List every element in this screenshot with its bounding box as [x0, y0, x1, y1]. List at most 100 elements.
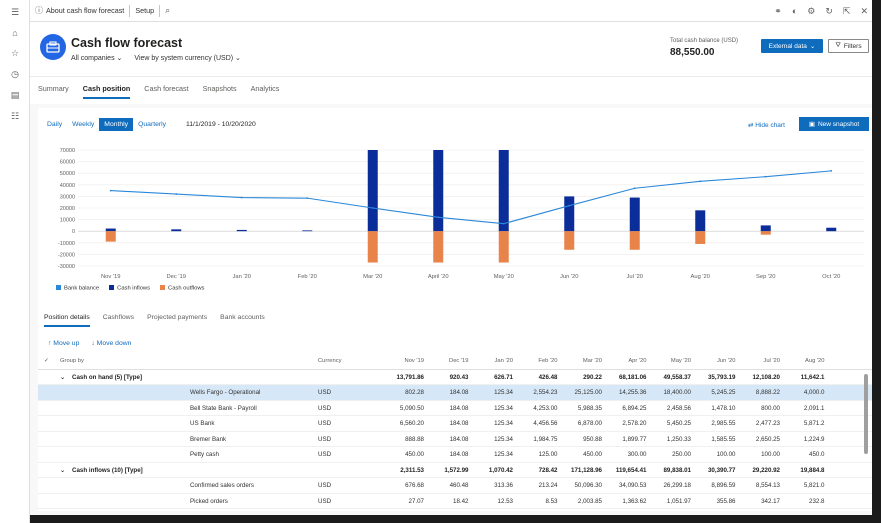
chevron-down-icon[interactable]: ⌄ — [60, 373, 66, 381]
hide-chart-icon: ⇄ — [748, 122, 754, 129]
bank-balance-point — [437, 216, 440, 219]
tab-bank-accounts[interactable]: Bank accounts — [220, 314, 265, 321]
filters-button[interactable]: ⛛ Filters — [828, 39, 869, 53]
month-column-header[interactable]: Dec '19 — [449, 358, 469, 364]
workspace-icon[interactable]: ▤ — [10, 89, 20, 100]
open-new-window-icon[interactable]: ⇱ — [842, 5, 851, 16]
amount-cell: 2,985.55 — [711, 420, 736, 427]
legend-bank-balance[interactable]: Bank balance — [56, 285, 99, 292]
office-icon[interactable]: ◐ — [791, 6, 798, 16]
tab-projected-payments[interactable]: Projected payments — [147, 314, 208, 321]
period-monthly[interactable]: Monthly — [99, 118, 134, 131]
month-column-header[interactable]: Aug '20 — [805, 358, 825, 364]
amount-cell: 342.17 — [761, 497, 780, 505]
tab-cashflows[interactable]: Cashflows — [102, 314, 135, 321]
external-data-label: External data — [768, 42, 807, 50]
tab-position-details[interactable]: Position details — [44, 314, 90, 327]
month-column-header[interactable]: Nov '19 — [404, 358, 424, 364]
new-snapshot-button[interactable]: ▣ New snapshot — [799, 117, 869, 131]
x-tick-label: April '20 — [428, 274, 449, 280]
month-column-header[interactable]: Mar '20 — [582, 358, 602, 364]
month-column-header[interactable]: Jan '20 — [494, 358, 513, 364]
left-nav-rail: ☰ ⌂ ☆ ◷ ▤ ☷ — [0, 0, 30, 523]
row-currency: USD — [318, 482, 332, 489]
total-balance-label: Total cash balance (USD) — [670, 38, 739, 44]
row-label: Bell State Bank - Payroll — [190, 404, 257, 412]
month-column-header[interactable]: Apr '20 — [628, 358, 647, 364]
hide-chart-button[interactable]: ⇄ Hide chart — [748, 121, 785, 129]
inflow-bar — [695, 210, 706, 232]
amount-cell: 1,224.9 — [803, 435, 825, 443]
legend-cash-outflows[interactable]: Cash outflows — [160, 285, 204, 292]
move-down-button[interactable]: ↓ Move down — [91, 340, 131, 347]
select-all-checkbox[interactable]: ✓ — [44, 358, 49, 364]
tab-summary[interactable]: Summary — [38, 84, 69, 93]
hamburger-icon[interactable]: ☰ — [10, 6, 20, 17]
y-tick-label: 30000 — [60, 194, 75, 200]
close-icon[interactable]: ✕ — [860, 5, 868, 16]
group-row[interactable]: ⌄ Cash on hand (5) [Type] 13,791.86 920.43 6… — [38, 370, 872, 385]
period-daily[interactable]: Daily — [47, 121, 63, 128]
amount-cell: 355.86 — [716, 497, 736, 505]
home-icon[interactable]: ⌂ — [12, 28, 18, 38]
grid-scrollbar[interactable] — [864, 374, 868, 454]
amount-cell: 313.36 — [494, 482, 513, 489]
x-tick-label: Mar '20 — [363, 274, 382, 280]
amount-cell: 2,650.25 — [755, 435, 780, 443]
chevron-down-icon[interactable]: ⌄ — [60, 466, 66, 474]
amount-cell: 4,253.00 — [533, 404, 558, 412]
currency-view-dropdown[interactable]: View by system currency (USD) ⌄ — [134, 54, 241, 62]
amount-cell: 18.42 — [453, 497, 469, 505]
table-row[interactable]: US Bank USD 6,560.20 184.08 125.34 4,456.56 6,… — [38, 416, 872, 432]
amount-cell: 4,000.0 — [803, 389, 825, 396]
amount-cell: 5,821.0 — [803, 482, 825, 489]
y-tick-label: 0 — [72, 229, 75, 235]
month-column-header[interactable]: Feb '20 — [538, 358, 558, 364]
about-link[interactable]: ⓘ About cash flow forecast — [30, 0, 129, 22]
info-icon: ⓘ — [35, 6, 43, 15]
tab-cash-forecast[interactable]: Cash forecast — [144, 84, 189, 93]
period-quarterly[interactable]: Quarterly — [138, 121, 167, 128]
inflow-bar — [564, 196, 575, 232]
row-currency: USD — [318, 497, 332, 505]
list-icon[interactable]: ☷ — [10, 110, 20, 121]
period-weekly[interactable]: Weekly — [72, 121, 95, 128]
outflow-bar — [433, 231, 444, 263]
legend-cash-inflows[interactable]: Cash inflows — [109, 285, 150, 292]
bank-balance-point — [502, 222, 505, 225]
inflow-bar — [498, 150, 509, 232]
table-row[interactable]: Bremer Bank USD 888.88 184.08 125.34 1,984.75… — [38, 432, 872, 447]
table-row[interactable]: Confirmed sales orders USD 676.68 460.48 313… — [38, 478, 872, 494]
amount-cell: 1,572.99 — [444, 466, 469, 474]
link-icon[interactable]: ⚭ — [774, 5, 782, 16]
y-tick-label: 20000 — [60, 206, 75, 212]
tab-snapshots[interactable]: Snapshots — [202, 84, 237, 93]
refresh-icon[interactable]: ↻ — [825, 5, 833, 16]
setup-link[interactable]: Setup — [130, 0, 159, 22]
inflow-bar — [826, 227, 837, 232]
inflow-bar — [433, 150, 444, 232]
table-row[interactable]: Bell State Bank - Payroll USD 5,090.50 184.… — [38, 401, 872, 416]
search-button[interactable]: ⌕ — [160, 0, 175, 22]
amount-cell: 213.24 — [538, 482, 558, 489]
table-row[interactable]: Wells Fargo - Operational USD 802.28 184.08… — [38, 385, 872, 401]
tab-analytics[interactable]: Analytics — [250, 84, 280, 93]
tab-cash-position[interactable]: Cash position — [82, 84, 131, 99]
month-column-header[interactable]: May '20 — [670, 358, 691, 364]
external-data-button[interactable]: External data ⌄ — [761, 39, 823, 53]
amount-cell: 11,642.1 — [800, 373, 825, 381]
period-selector: Daily Weekly Monthly Quarterly — [42, 118, 171, 131]
table-row[interactable]: Picked orders USD 27.07 18.42 12.53 8.53 2,003… — [38, 494, 872, 509]
group-row[interactable]: ⌄ Cash inflows (10) [Type] 2,311.53 1,572.9… — [38, 463, 872, 478]
clock-icon[interactable]: ◷ — [11, 68, 19, 79]
table-row[interactable]: Petty cash USD 450.00 184.08 125.34 125.00 450… — [38, 447, 872, 463]
star-icon[interactable]: ☆ — [10, 47, 20, 58]
date-range[interactable]: 11/1/2019 - 10/20/2020 — [186, 121, 256, 128]
month-column-header[interactable]: Jul '20 — [763, 358, 780, 364]
company-filter-dropdown[interactable]: All companies ⌄ — [71, 54, 122, 62]
settings-icon[interactable]: ⚙ — [807, 5, 816, 16]
cash-flow-icon — [40, 34, 66, 60]
move-up-button[interactable]: ↑ Move up — [48, 340, 79, 347]
search-icon: ⌕ — [165, 5, 171, 15]
month-column-header[interactable]: Jun '20 — [716, 358, 736, 364]
